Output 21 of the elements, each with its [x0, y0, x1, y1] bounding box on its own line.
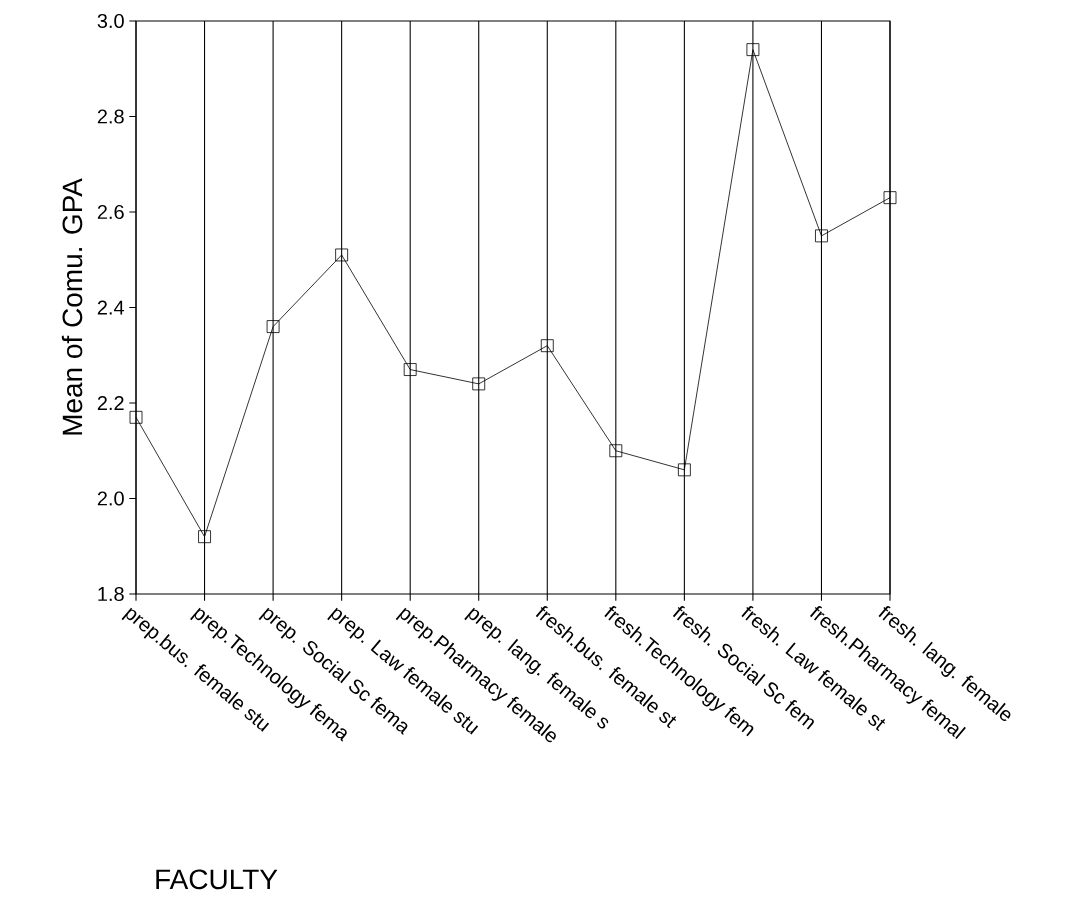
point	[129, 410, 143, 424]
point	[335, 248, 349, 262]
point	[198, 530, 211, 544]
point	[266, 320, 280, 333]
point	[403, 363, 417, 376]
point	[677, 463, 691, 477]
point	[746, 43, 760, 57]
point	[609, 444, 623, 458]
y-axis-title: Mean of Comu. GPA	[61, 178, 83, 435]
x-axis-title: FACULTY	[156, 869, 278, 890]
point	[815, 229, 828, 243]
y-tick-label: 2.4	[97, 300, 125, 315]
y-tick-label: 2.2	[97, 396, 124, 410]
y-tick-label: 2.0	[97, 491, 124, 506]
y-tick-label: 2.8	[97, 109, 124, 124]
y-tick-label: 3.0	[97, 13, 124, 29]
y-tick-label: 2.6	[97, 204, 124, 220]
point	[883, 191, 897, 205]
point	[540, 339, 554, 353]
point	[472, 377, 486, 391]
y-tick-label: 1.8	[98, 586, 124, 602]
